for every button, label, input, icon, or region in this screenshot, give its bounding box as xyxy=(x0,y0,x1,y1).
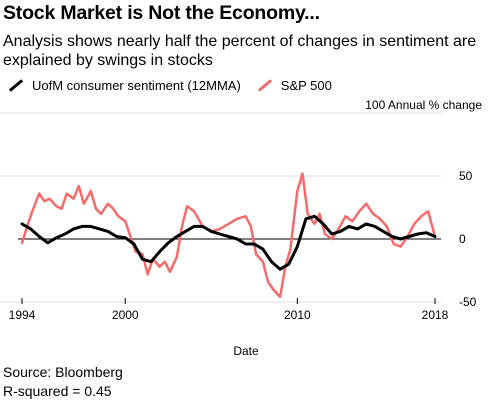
legend-item-sp500: S&P 500 xyxy=(257,78,332,93)
r-squared-note: R-squared = 0.45 xyxy=(3,383,112,399)
x-tick-label: 2010 xyxy=(284,308,311,322)
legend: UofM consumer sentiment (12MMA) S&P 500 xyxy=(8,78,348,93)
y-tick-label: -50 xyxy=(459,295,477,309)
chart-subtitle: Analysis shows nearly half the percent o… xyxy=(3,33,477,69)
x-tick-label: 1994 xyxy=(9,308,36,322)
legend-item-sentiment: UofM consumer sentiment (12MMA) xyxy=(8,78,241,93)
y-tick-label: 100 Annual % change xyxy=(365,98,482,112)
y-tick-label: 0 xyxy=(459,232,466,246)
y-tick-label: 50 xyxy=(459,169,473,183)
series-line-sentiment xyxy=(20,214,437,271)
chart-title: Stock Market is Not the Economy... xyxy=(3,2,320,24)
legend-label-sentiment: UofM consumer sentiment (12MMA) xyxy=(32,78,241,93)
series-line-sp500 xyxy=(20,172,437,299)
x-tick-label: 2018 xyxy=(422,308,449,322)
source-note: Source: Bloomberg xyxy=(3,364,123,380)
legend-label-sp500: S&P 500 xyxy=(280,78,332,93)
x-axis-label: Date xyxy=(233,344,259,358)
x-tick-label: 2000 xyxy=(112,308,139,322)
